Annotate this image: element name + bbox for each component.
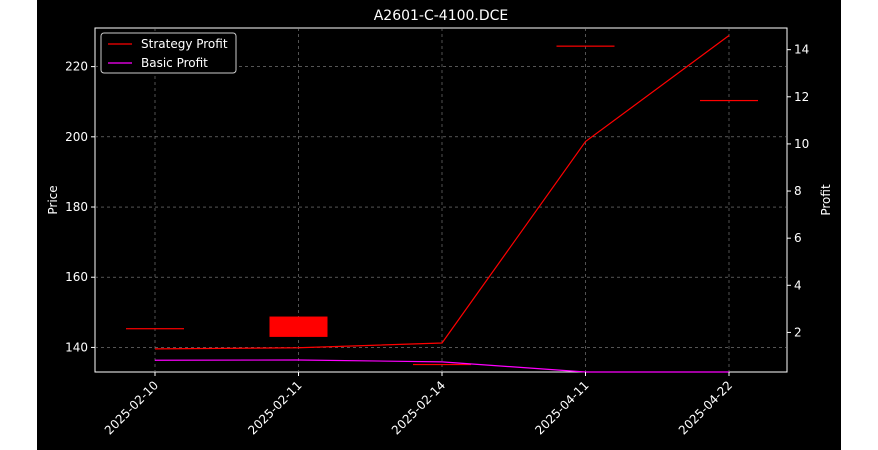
candle-layer <box>126 45 758 366</box>
y-axis-label: Price <box>46 185 60 214</box>
y2-axis-label: Profit <box>819 184 833 216</box>
chart-title: A2601-C-4100.DCE <box>374 8 509 24</box>
right-axis: 2 4 6 8 10 12 14 <box>787 43 809 339</box>
y-tick-label: 160 <box>65 270 88 284</box>
y2-tick-label: 2 <box>794 325 802 339</box>
y2-tick-label: 12 <box>794 90 809 104</box>
y-tick-label: 200 <box>65 130 88 144</box>
y-tick-label: 180 <box>65 200 88 214</box>
grid-layer <box>95 28 787 372</box>
series-line-basic-profit <box>154 359 729 373</box>
y-tick-label: 140 <box>65 340 88 354</box>
x-tick-label: 2025-02-11 <box>245 378 304 437</box>
y2-tick-label: 6 <box>794 231 802 245</box>
x-tick-label: 2025-04-11 <box>532 378 591 437</box>
series-line-strategy-profit <box>154 35 730 350</box>
chart-figure: 140 160 180 200 220 2 4 6 8 10 12 14 2025-02-10 202… <box>37 0 841 450</box>
y2-tick-label: 4 <box>794 278 802 292</box>
candle <box>126 328 184 330</box>
left-axis: 140 160 180 200 220 <box>65 60 95 354</box>
y-tick-label: 220 <box>65 60 88 74</box>
candle <box>413 363 471 366</box>
x-tick-label: 2025-02-14 <box>389 378 448 437</box>
y2-tick-label: 8 <box>794 184 802 198</box>
x-tick-label: 2025-02-10 <box>102 378 161 437</box>
y2-tick-label: 10 <box>794 137 809 151</box>
candle <box>556 45 615 47</box>
legend-label-strategy-profit: Strategy Profit <box>141 37 228 51</box>
series-layer <box>154 35 730 373</box>
candle <box>700 99 758 102</box>
x-tick-label: 2025-04-22 <box>676 378 735 437</box>
x-axis: 2025-02-10 2025-02-11 2025-02-14 2025-04-11… <box>102 372 735 437</box>
legend-box <box>100 32 237 74</box>
legend: Strategy Profit Basic Profit <box>100 32 237 74</box>
plot-area <box>94 27 788 373</box>
candle <box>269 316 328 337</box>
y2-tick-label: 14 <box>794 43 809 57</box>
legend-label-basic-profit: Basic Profit <box>141 56 208 70</box>
